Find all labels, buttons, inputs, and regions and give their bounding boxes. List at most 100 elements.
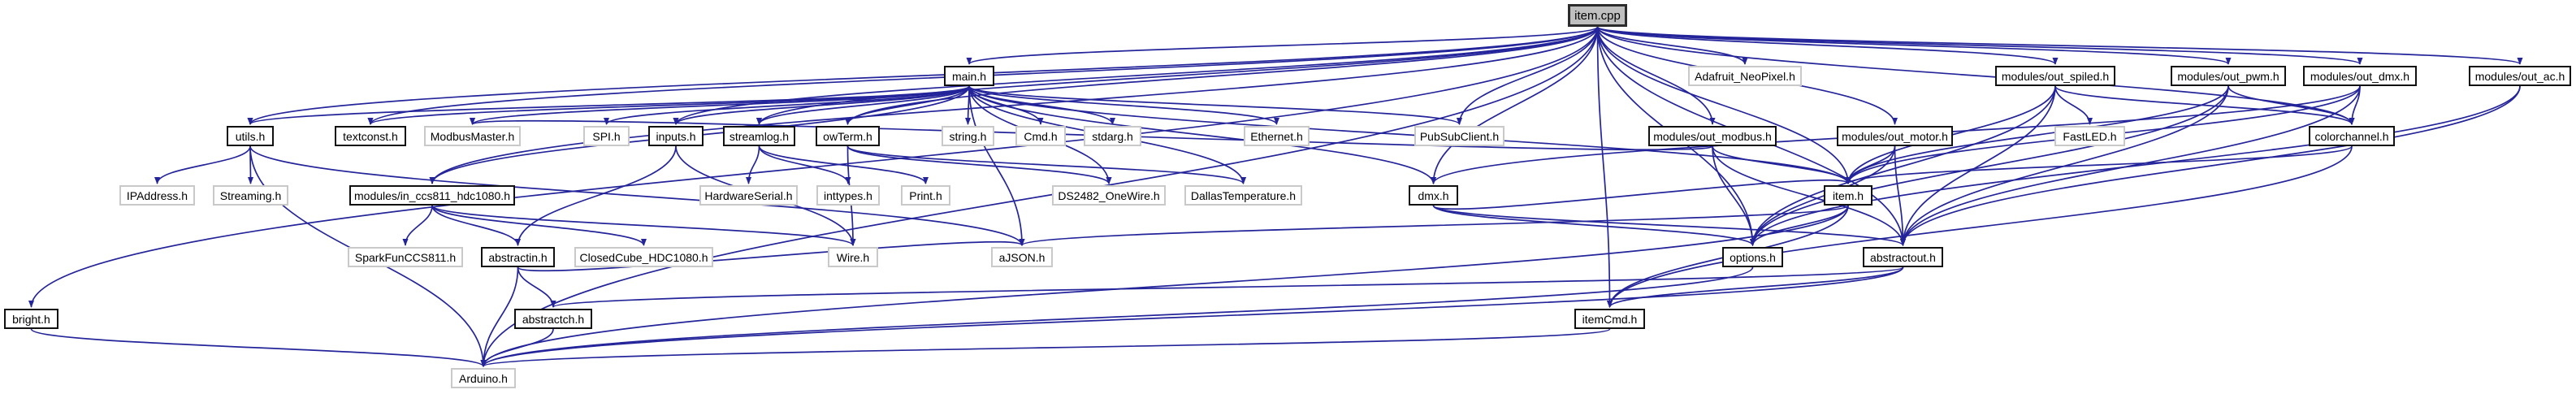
node-itemcmd-h[interactable]: itemCmd.h [1574, 309, 1645, 329]
dependency-edge [845, 85, 970, 125]
node-hardwareserial-h: HardwareSerial.h [699, 185, 798, 206]
node-sparkfunccs811-h: SparkFunCCS811.h [348, 247, 463, 267]
dependency-edge [1894, 145, 1906, 246]
dependency-edge [968, 85, 1279, 125]
node-abstractch-h[interactable]: abstractch.h [514, 309, 592, 329]
dependency-edge [1596, 26, 1748, 65]
dependency-edge [1900, 85, 2056, 246]
dependency-edge [1596, 26, 2363, 65]
dependency-edge [1750, 85, 2229, 246]
dependency-edge [1607, 266, 1904, 308]
node-utils-h[interactable]: utils.h [227, 126, 274, 146]
dependency-edge [515, 145, 677, 246]
dependency-edge [480, 266, 519, 367]
dependency-edge [247, 26, 1599, 125]
dependency-edge [480, 328, 554, 367]
dependency-edge [2054, 85, 2093, 125]
node-arduino-h: Arduino.h [451, 368, 516, 388]
node-closedcube-hdc1080-h: ClosedCube_HDC1080.h [574, 247, 713, 267]
dependency-edge [756, 26, 1599, 125]
dependency-edge [1596, 26, 2059, 65]
node-modules-out-dmx-h[interactable]: modules/out_dmx.h [2303, 66, 2417, 86]
dependency-edge [965, 85, 972, 125]
node-cmd-h: Cmd.h [1015, 126, 1066, 146]
dependency-edge [1750, 85, 2521, 246]
dependency-edge [2227, 85, 2355, 125]
dependency-edge [480, 205, 1849, 367]
node-modules-in-ccs811-hdc1080-h[interactable]: modules/in_ccs811_hdc1080.h [349, 185, 515, 206]
dependency-edge [1596, 26, 1613, 308]
node-modbusmaster-h: ModbusMaster.h [424, 126, 521, 146]
node-string-h: string.h [942, 126, 994, 146]
dependency-edge [247, 145, 253, 184]
node-adafruit-neopixel-h: Adafruit_NeoPixel.h [1688, 66, 1802, 86]
dependency-edge [604, 85, 970, 125]
dependency-edge [1596, 26, 2523, 65]
dependency-edge [846, 145, 1112, 184]
dependency-edge [154, 145, 251, 184]
node-ajson-h: aJSON.h [991, 247, 1053, 267]
node-abstractout-h[interactable]: abstractout.h [1863, 247, 1943, 267]
node-colorchannel-h[interactable]: colorchannel.h [2309, 126, 2395, 146]
dependency-edge [2349, 85, 2361, 125]
dependency-edge [1431, 26, 1599, 184]
node-options-h[interactable]: options.h [1722, 247, 1783, 267]
node-item-h[interactable]: item.h [1824, 185, 1872, 206]
dependency-edge [968, 85, 1462, 125]
dependency-edge [431, 205, 856, 246]
node-dallastemperature-h: DallasTemperature.h [1184, 185, 1302, 206]
dependency-edge [1712, 145, 1906, 246]
dependency-edge [1900, 85, 2521, 246]
dependency-edge [431, 205, 647, 246]
dependency-edge [673, 85, 970, 125]
node-owterm-h[interactable]: owTerm.h [816, 126, 880, 146]
node-ipaddress-h: IPAddress.h [119, 185, 195, 206]
node-streamlog-h[interactable]: streamlog.h [723, 126, 795, 146]
node-modules-out-motor-h[interactable]: modules/out_motor.h [1837, 126, 1953, 146]
dependency-edge [968, 85, 1115, 125]
dependency-edge [746, 145, 760, 184]
dependency-edge [30, 328, 487, 367]
node-main-h[interactable]: main.h [944, 66, 994, 86]
dependency-edge [1432, 205, 1756, 246]
node-inputs-h[interactable]: inputs.h [648, 126, 704, 146]
node-stdarg-h: stdarg.h [1084, 126, 1141, 146]
dependency-edge [480, 266, 1754, 367]
node-modules-out-spiled-h[interactable]: modules/out_spiled.h [1995, 66, 2115, 86]
dependency-edge [1457, 26, 1599, 125]
node-textconst-h[interactable]: textconst.h [335, 126, 406, 146]
node-bright-h[interactable]: bright.h [4, 309, 58, 329]
node-inttypes-h: inttypes.h [816, 185, 880, 206]
node-dmx-h[interactable]: dmx.h [1409, 185, 1458, 206]
dependency-edge [367, 85, 970, 125]
dependency-edge [758, 145, 851, 184]
dependency-edge [1845, 145, 1896, 184]
dependency-edge [431, 205, 521, 246]
dependency-edge [673, 26, 1599, 125]
node-modules-out-modbus-h[interactable]: modules/out_modbus.h [1648, 126, 1777, 146]
dependency-edge [517, 266, 556, 308]
dependency-edge [1596, 26, 1851, 184]
node-streaming-h: Streaming.h [213, 185, 288, 206]
dependency-edge [1596, 26, 2232, 65]
dependency-edge [968, 85, 1025, 246]
dependency-edge [1607, 145, 2353, 308]
node-abstractin-h[interactable]: abstractin.h [481, 247, 555, 267]
dependency-edge [247, 85, 970, 125]
dependency-edge [429, 26, 1599, 184]
dependency-edge [1900, 85, 2361, 246]
dependency-edge [1019, 205, 1849, 246]
dependency-edge [1845, 145, 2353, 184]
dependency-edge [2054, 85, 2355, 125]
dependency-edge [28, 26, 1599, 308]
dependency-edge [470, 85, 970, 125]
node-wire-h: Wire.h [828, 247, 878, 267]
dependency-edge [1900, 85, 2229, 246]
node-item-cpp: item.cpp [1568, 4, 1627, 27]
node-modules-out-ac-h[interactable]: modules/out_ac.h [2469, 66, 2571, 86]
node-fastled-h: FastLED.h [2054, 126, 2125, 146]
dependency-edge [1712, 145, 1851, 184]
node-modules-out-pwm-h[interactable]: modules/out_pwm.h [2171, 66, 2286, 86]
dependency-edge [966, 26, 1599, 65]
